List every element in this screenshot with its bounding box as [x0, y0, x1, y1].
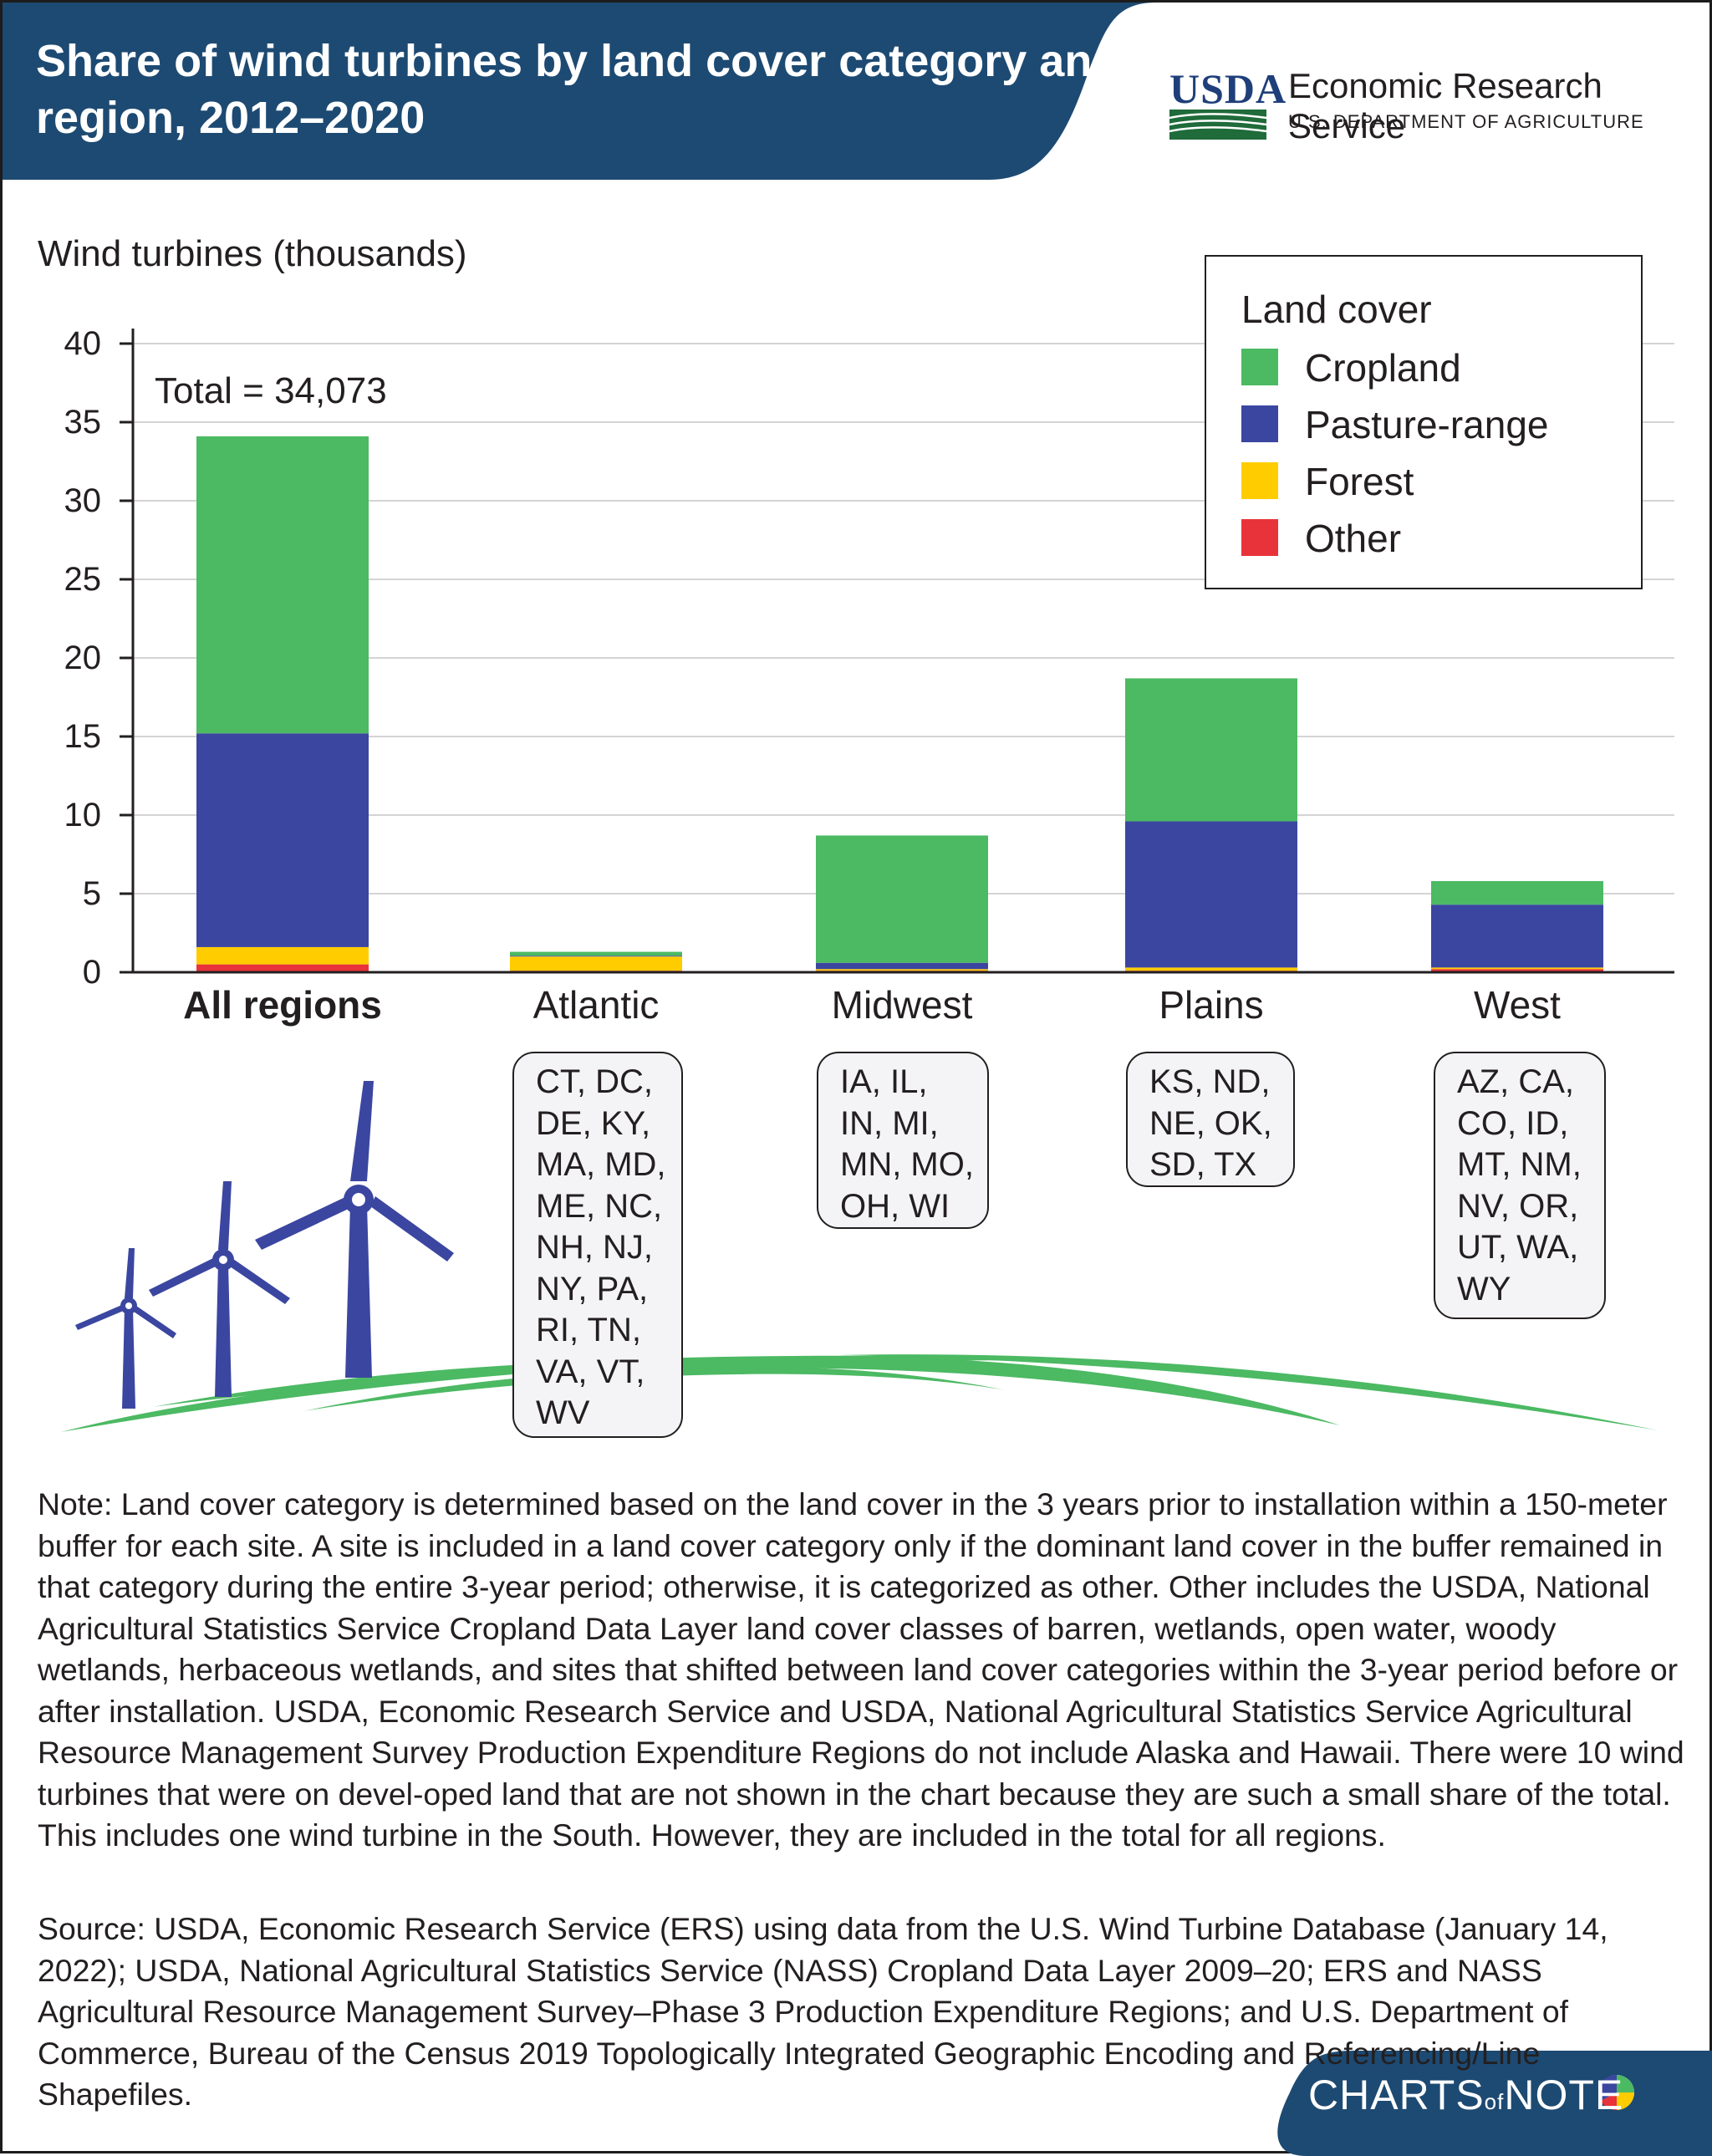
legend-swatch-forest: [1241, 462, 1278, 499]
legend-label: Cropland: [1305, 346, 1461, 390]
bar-midwest-forest: [816, 969, 988, 971]
bar-all-regions-other: [196, 964, 369, 972]
y-tick-label: 0: [82, 954, 101, 991]
bar-all-regions-pasture-range: [196, 733, 369, 947]
x-tick-label-all-regions: All regions: [183, 983, 382, 1027]
x-tick-label-midwest: Midwest: [831, 983, 973, 1027]
brand-of: of: [1484, 2089, 1505, 2114]
legend-swatch-pasture-range: [1241, 405, 1278, 442]
bar-all-regions-cropland: [196, 436, 369, 734]
bar-plains-forest: [1125, 967, 1297, 971]
agency-name: Economic Research Service: [1288, 66, 1602, 145]
bar-midwest-pasture-range: [816, 962, 988, 970]
bar-plains-cropland: [1125, 678, 1297, 822]
chart-source: Source: USDA, Economic Research Service …: [38, 1911, 1608, 2112]
y-tick-label: 15: [64, 718, 102, 755]
brand-note: NOTE: [1504, 2072, 1624, 2118]
x-tick-label-atlantic: Atlantic: [532, 983, 660, 1027]
header-banner: [3, 3, 1156, 180]
legend-label: Pasture-range: [1305, 403, 1549, 446]
y-axis-label: Wind turbines (thousands): [38, 233, 467, 274]
turbine-small-icon: [75, 1248, 176, 1409]
bar-west-cropland: [1431, 880, 1603, 905]
y-tick-label: 35: [64, 404, 102, 441]
legend-label: Forest: [1305, 460, 1414, 503]
bar-plains-pasture-range: [1125, 821, 1297, 968]
x-tick-label-west: West: [1474, 983, 1561, 1027]
y-tick-label: 20: [64, 640, 102, 676]
axes: [120, 329, 1674, 974]
total-annotation: Total = 34,073: [155, 370, 387, 411]
legend-title: Land cover: [1241, 288, 1432, 331]
y-tick-label: 5: [82, 875, 101, 912]
states-box-plains: KS, ND, NE, OK, SD, TX: [1126, 1052, 1295, 1187]
chart-note: Note: Land cover category is determined …: [38, 1486, 1684, 1853]
y-tick-label: 30: [64, 482, 102, 519]
bar-atlantic-forest: [510, 956, 682, 971]
states-box-atlantic: CT, DC, DE, KY, MA, MD, ME, NC, NH, NJ, …: [512, 1052, 683, 1438]
turbine-medium-icon: [149, 1181, 290, 1397]
bar-west-other: [1431, 969, 1603, 972]
y-tick-label: 25: [64, 561, 102, 598]
bar-west-pasture-range: [1431, 905, 1603, 968]
usda-logo-mark: USDA: [1169, 65, 1287, 112]
stacked-bar-chart: [61, 329, 1712, 2156]
department-name: U.S. DEPARTMENT OF AGRICULTURE: [1288, 111, 1644, 132]
brand-charts: CHARTS: [1308, 2072, 1485, 2118]
header-background: [3, 3, 1156, 180]
states-box-midwest: IA, IL, IN, MI, MN, MO, OH, WI: [817, 1052, 989, 1229]
bar-midwest-cropland: [816, 835, 988, 963]
bar-atlantic-cropland: [510, 951, 682, 956]
chart-title: Share of wind turbines by land cover cat…: [36, 36, 1120, 143]
legend-label: Other: [1305, 517, 1402, 560]
turbine-large-icon: [255, 1081, 454, 1378]
y-tick-label: 40: [64, 325, 102, 362]
legend: Land cover Cropland Pasture-range Forest…: [1205, 255, 1643, 589]
charts-of-note-brand: CHARTSofNOTE: [1308, 2071, 1623, 2119]
footer-banner: [1277, 2051, 1712, 2156]
grass-icon: [61, 1354, 1658, 1432]
bar-all-regions-forest: [196, 946, 369, 965]
bars: [196, 436, 1603, 972]
legend-swatch-other: [1241, 519, 1278, 556]
y-tick-label: 10: [64, 797, 102, 833]
usda-logo-hills-icon: [1169, 110, 1266, 140]
states-box-west: AZ, CA, CO, ID, MT, NM, NV, OR, UT, WA, …: [1434, 1052, 1606, 1319]
legend-swatch-cropland: [1241, 349, 1278, 385]
x-tick-label-plains: Plains: [1159, 983, 1264, 1027]
bar-west-forest: [1431, 967, 1603, 970]
